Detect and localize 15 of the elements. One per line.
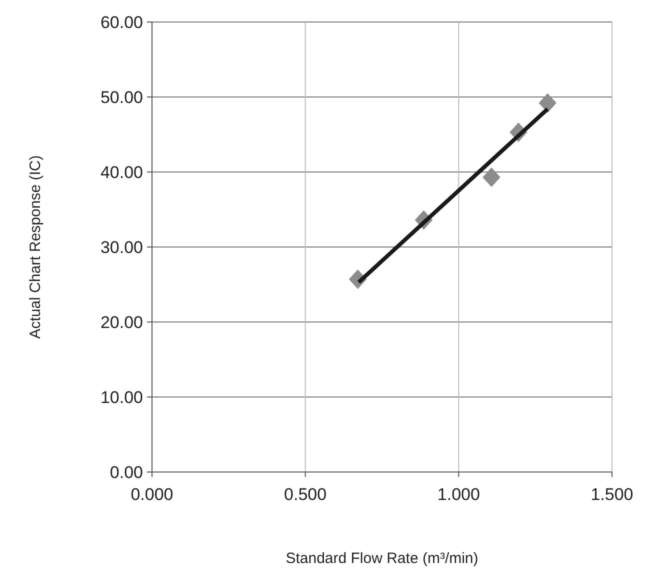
y-tick-label: 0.00: [110, 462, 143, 482]
x-tick-label: 0.500: [284, 485, 327, 504]
y-tick-label: 20.00: [100, 312, 143, 332]
y-tick-label: 10.00: [100, 388, 143, 407]
x-axis-title: Standard Flow Rate (m³/min): [286, 550, 478, 567]
y-tick-label: 40.00: [100, 162, 143, 182]
x-tick-label: 0.000: [130, 485, 174, 504]
y-tick-label: 60.00: [100, 12, 143, 32]
x-tick-label: 1.000: [437, 485, 480, 504]
y-tick-label: 50.00: [100, 88, 143, 107]
point: [482, 168, 500, 187]
point: [538, 93, 556, 113]
y-axis-title: Actual Chart Response (IC): [27, 155, 44, 339]
x-tick-label: 1.500: [590, 485, 634, 504]
y-tick-label: 30.00: [100, 238, 143, 257]
